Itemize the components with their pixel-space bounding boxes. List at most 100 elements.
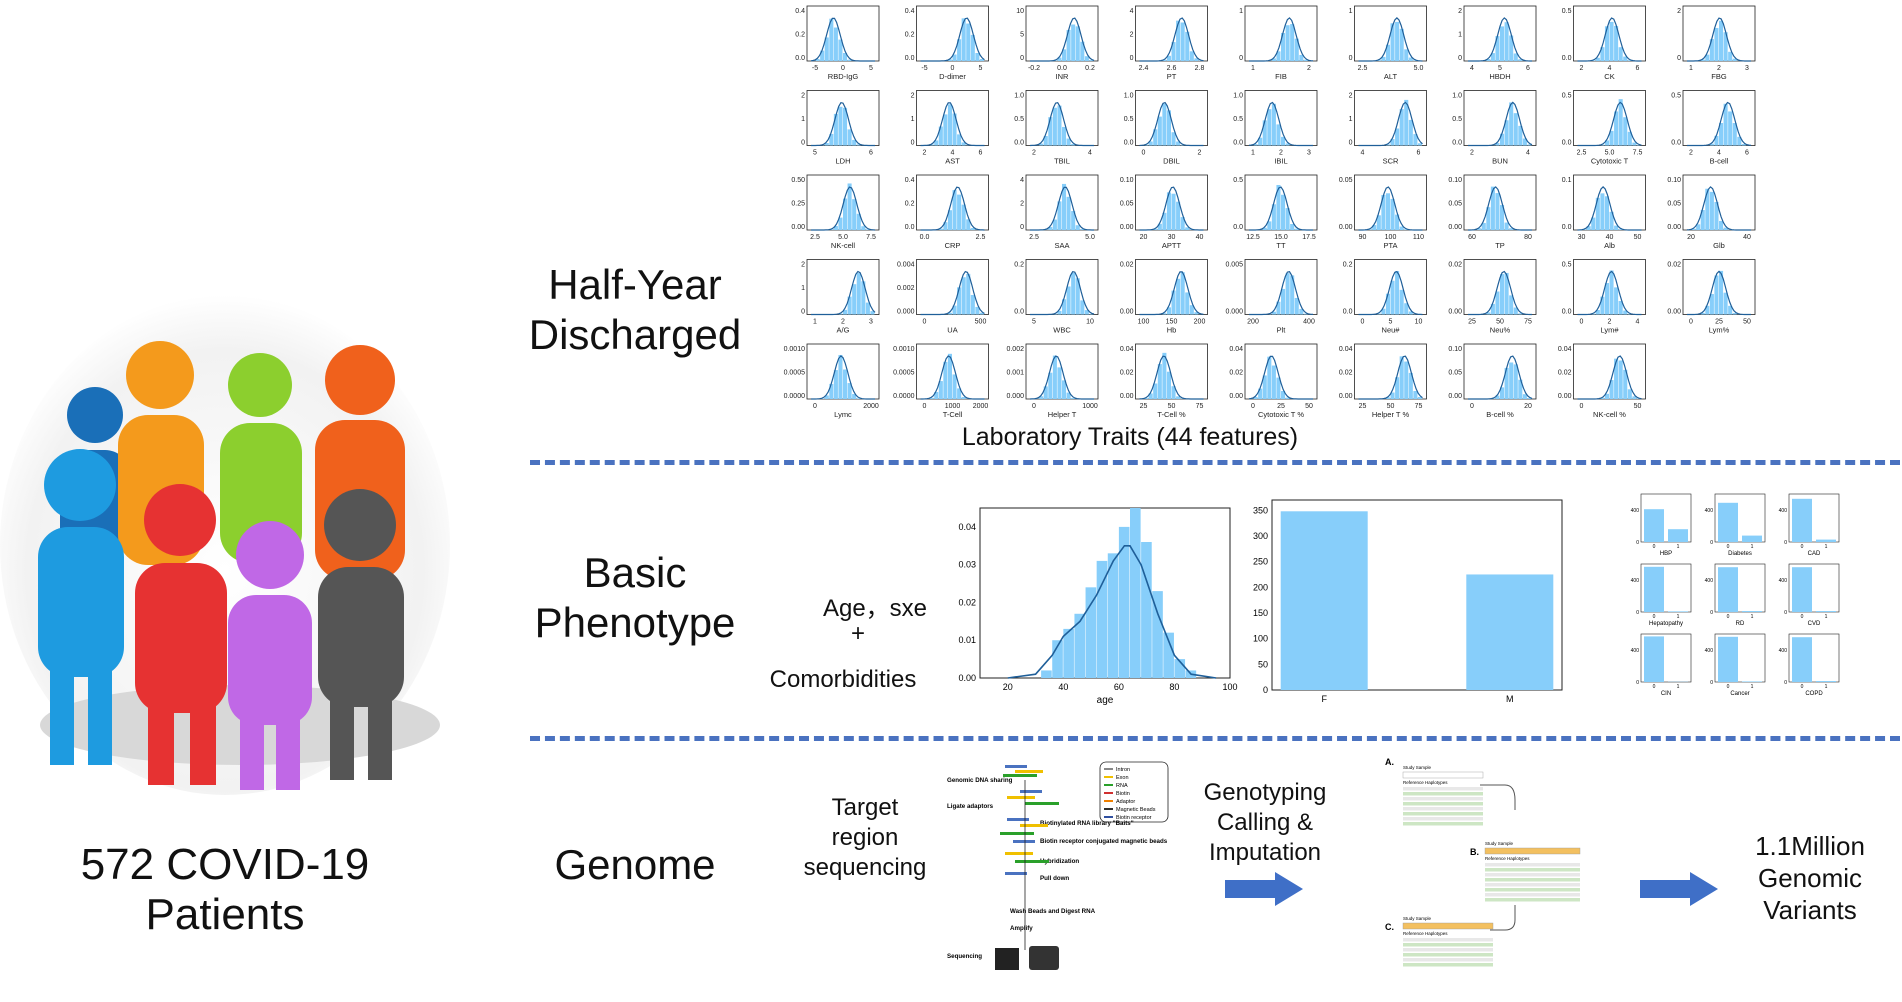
dna-fragment bbox=[1015, 770, 1043, 773]
hist-bar bbox=[1500, 274, 1505, 315]
hist-bar bbox=[1271, 365, 1276, 399]
trait-name: Neu% bbox=[1490, 326, 1511, 335]
kde-line bbox=[1358, 355, 1423, 400]
x-tick-label: 5.0 bbox=[1605, 150, 1615, 157]
kde-line bbox=[1468, 270, 1532, 316]
x-tick-label: 5 bbox=[813, 150, 817, 157]
hist-bar bbox=[824, 143, 829, 146]
haplotype-row bbox=[1403, 792, 1483, 796]
trait-name: B-cell % bbox=[1486, 410, 1514, 419]
trait-name: Cytotoxic T % bbox=[1258, 410, 1304, 419]
x-tick-label: 7.5 bbox=[1633, 150, 1643, 157]
divider-bottom bbox=[530, 736, 1900, 741]
kde-line bbox=[920, 355, 985, 400]
hist-bar bbox=[1413, 390, 1418, 399]
kde-line bbox=[811, 186, 876, 231]
kde-line bbox=[1030, 17, 1095, 62]
x-tick-label: -5 bbox=[812, 65, 818, 72]
dna-fragment bbox=[1020, 824, 1048, 827]
y-tick-label: 0.2 bbox=[905, 32, 915, 39]
comorbidity-bar bbox=[1718, 567, 1738, 612]
panel-letter: A. bbox=[1385, 757, 1394, 767]
hist-bar bbox=[957, 194, 962, 230]
x-tick-label: 50 bbox=[1634, 234, 1642, 241]
trait-name: LDH bbox=[835, 157, 850, 166]
x-tick-label: 3 bbox=[1745, 65, 1749, 72]
hist-bar bbox=[1267, 109, 1272, 146]
comorbidity-bar bbox=[1644, 566, 1664, 612]
y-tick-label: 1 bbox=[1349, 116, 1353, 123]
y-tick-label: 0.2 bbox=[905, 201, 915, 208]
x-tick-label: 0 bbox=[1801, 614, 1804, 620]
hist-bar bbox=[1591, 60, 1596, 61]
y-tick-label: 1 bbox=[1239, 8, 1243, 15]
trait-name: CK bbox=[1604, 72, 1614, 81]
arrow-right-icon bbox=[1225, 872, 1303, 906]
trait-name: Hb bbox=[1167, 326, 1177, 335]
hist-bar bbox=[1399, 289, 1404, 315]
half-year-label: Half-Year Discharged bbox=[528, 261, 742, 358]
hist-bar bbox=[957, 388, 962, 399]
hist-bar bbox=[1399, 356, 1404, 399]
hist-bar bbox=[1048, 226, 1053, 230]
haplotype-row bbox=[1403, 948, 1493, 952]
kde-line bbox=[811, 102, 875, 147]
haplotype-row bbox=[1485, 863, 1580, 867]
hist-bar bbox=[961, 142, 966, 146]
age-bar bbox=[1118, 526, 1130, 678]
hist-bar bbox=[1066, 286, 1071, 315]
x-tick-label: 5 bbox=[1389, 319, 1393, 326]
hist-bar bbox=[1696, 224, 1701, 230]
y-tick-label: 0.02 bbox=[1120, 262, 1134, 269]
y-tick-label: 0.01 bbox=[958, 635, 976, 645]
y-tick-label: 0 bbox=[1239, 55, 1243, 62]
y-tick-label: 0.0 bbox=[1233, 224, 1243, 231]
comorbidity-bar bbox=[1816, 681, 1836, 682]
y-tick-label: 1 bbox=[801, 285, 805, 292]
hist-bar bbox=[1518, 313, 1523, 315]
x-tick-label: 1 bbox=[1825, 614, 1828, 620]
panel-frame bbox=[806, 5, 880, 62]
x-tick-label: 30 bbox=[1168, 234, 1176, 241]
y-tick-label: 0.000 bbox=[1225, 309, 1243, 316]
kde-line bbox=[1248, 101, 1313, 147]
hist-bar bbox=[1271, 311, 1276, 315]
workflow-step: Biotin receptor conjugated magnetic bead… bbox=[1040, 838, 1168, 845]
x-tick-label: 20 bbox=[1687, 234, 1695, 241]
hist-bar bbox=[1294, 228, 1299, 230]
lab-trait-panel: 2 1 0 1 2 3 A/G bbox=[801, 259, 880, 335]
x-tick-label: 2 bbox=[841, 319, 845, 326]
y-tick-label: 0.0 bbox=[1452, 140, 1462, 147]
panel-name: CIN bbox=[1661, 691, 1671, 697]
study-row bbox=[1402, 771, 1484, 779]
hist-bar bbox=[1591, 313, 1596, 315]
y-tick-label: 0.05 bbox=[1667, 201, 1681, 208]
hist-bar bbox=[1723, 292, 1728, 315]
hist-bar bbox=[1627, 131, 1632, 146]
x-tick-label: 20 bbox=[1140, 234, 1148, 241]
kde-line bbox=[1358, 101, 1423, 147]
hist-bar bbox=[833, 370, 838, 399]
divider-top bbox=[530, 460, 1900, 465]
hist-bar bbox=[1500, 26, 1505, 61]
dna-fragment bbox=[1025, 802, 1059, 805]
hist-bar bbox=[1477, 228, 1482, 230]
age-bar bbox=[1074, 613, 1086, 678]
panel-name: Cancer bbox=[1730, 691, 1749, 697]
x-tick-label: 2000 bbox=[863, 403, 879, 410]
trait-name: INR bbox=[1056, 72, 1070, 81]
hist-bar bbox=[1728, 305, 1733, 315]
y-tick-label: 400 bbox=[1631, 508, 1640, 514]
hist-bar bbox=[943, 361, 948, 399]
dna-fragment bbox=[1020, 790, 1042, 793]
comorbidity-panel: 0 400 0 1 CIN bbox=[1631, 633, 1692, 697]
lab-trait-panel: 2 1 0 2 4 6 AST bbox=[911, 90, 989, 166]
hist-bar bbox=[852, 393, 857, 399]
hist-bar bbox=[1390, 23, 1395, 62]
kde-line bbox=[1029, 102, 1094, 147]
hist-bar bbox=[1618, 360, 1623, 399]
y-tick-label: 0.10 bbox=[1120, 177, 1134, 184]
x-tick-label: 5 bbox=[1032, 319, 1036, 326]
kde-line bbox=[1249, 271, 1314, 316]
